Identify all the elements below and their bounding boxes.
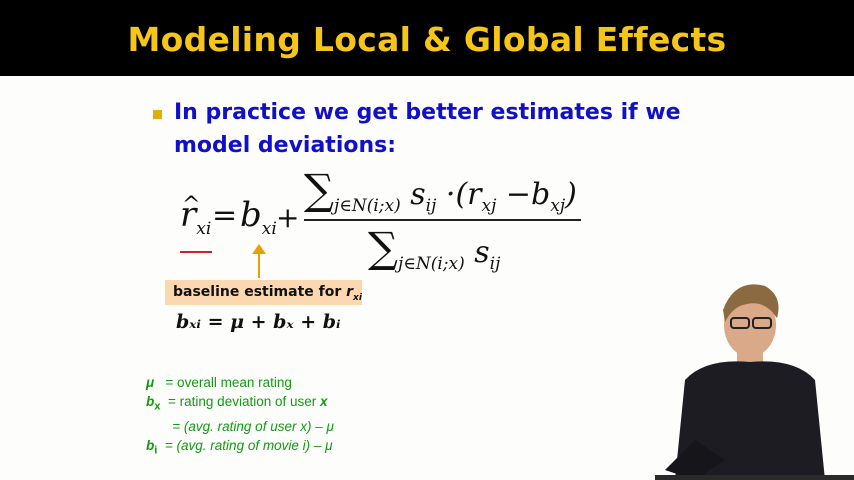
legend-row-bi: bi = (avg. rating of movie i) – μ (146, 436, 334, 461)
legend-row-avg-user: = (avg. rating of user x) – μ (146, 417, 334, 436)
legend-sub: i (154, 444, 158, 457)
title-bar (0, 0, 854, 76)
presenter-figure (655, 284, 854, 480)
presenter-shirt (675, 361, 825, 480)
baseline-formula: bₓᵢ = μ + bₓ + bᵢ (176, 311, 341, 333)
hat-symbol: ^ (182, 193, 201, 218)
legend-row-mu: μ = overall mean rating (146, 373, 334, 392)
legend-text: = rating deviation of user (168, 394, 320, 409)
formula-r-hat: rxi (180, 195, 212, 239)
baseline-var: r (346, 284, 354, 300)
formula-plus: + (276, 201, 300, 234)
legend-text: = (avg. rating of movie i) – μ (164, 437, 333, 453)
legend-sym: b (146, 394, 155, 409)
prediction-formula: ^ rxi = bxi + ∑j∈N(i;x) sij ·(rxj −bxj) … (170, 165, 600, 275)
legend-text: = overall mean rating (165, 375, 292, 390)
legend: μ = overall mean rating bx = rating devi… (146, 373, 334, 460)
formula-denominator: ∑j∈N(i;x) sij (368, 223, 501, 274)
desk (655, 475, 854, 480)
baseline-label-box: baseline estimate for rxi (165, 280, 362, 305)
baseline-label: baseline estimate for (173, 284, 342, 300)
presenter-hair (723, 284, 779, 322)
formula-b-xi: bxi (240, 195, 277, 239)
legend-text: = (avg. rating of user x) – μ (172, 418, 334, 434)
legend-sub: x (154, 400, 161, 413)
bullet-text: In practice we get better estimates if w… (174, 100, 681, 158)
bullet-marker (153, 110, 162, 119)
legend-var: x (320, 394, 328, 409)
legend-sym: μ (146, 375, 155, 390)
fraction-bar (304, 219, 581, 221)
red-underline (180, 251, 212, 253)
baseline-sub: xi (353, 292, 362, 303)
arrow-shaft (258, 250, 260, 278)
formula-numerator: ∑j∈N(i;x) sij ·(rxj −bxj) (304, 165, 577, 216)
arrow-up-icon (252, 244, 266, 254)
slide-title: Modeling Local & Global Effects (127, 20, 727, 59)
legend-sym: b (146, 437, 155, 453)
formula-equals: = (212, 198, 238, 233)
glasses-icon (730, 317, 750, 329)
legend-row-bx: bx = rating deviation of user x (146, 392, 334, 417)
